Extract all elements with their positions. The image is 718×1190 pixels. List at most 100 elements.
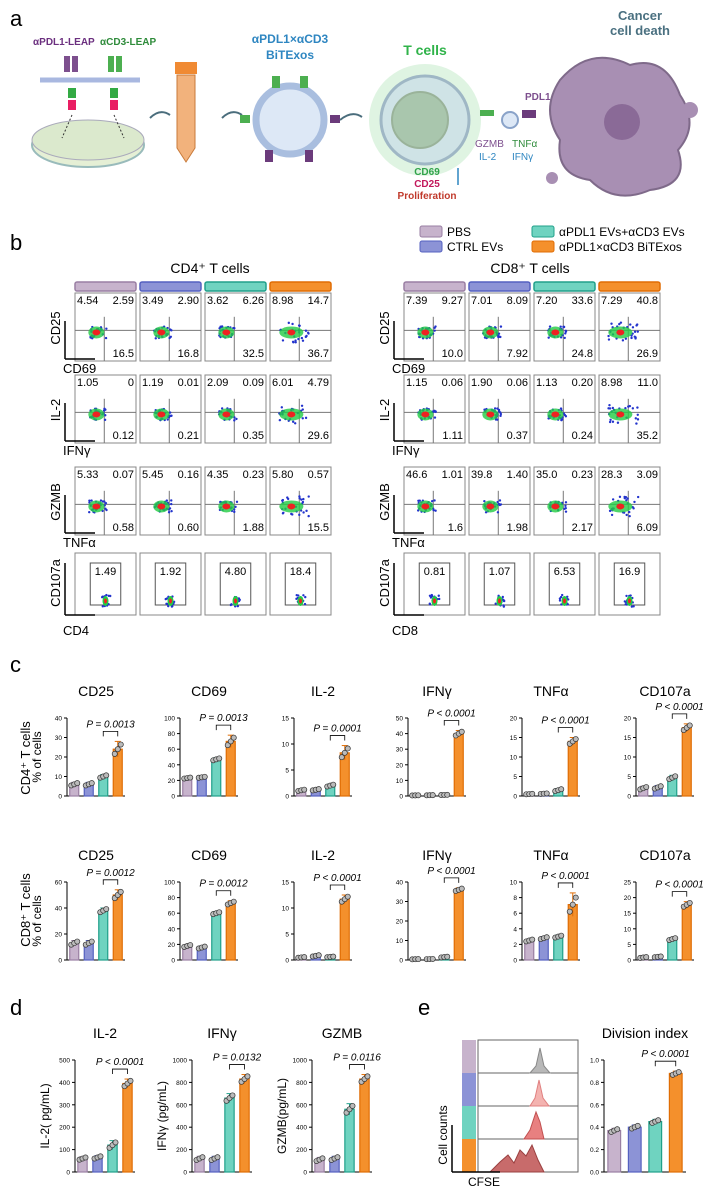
bar-3 <box>681 904 692 961</box>
cd4-flow-header-0 <box>74 281 137 292</box>
cytokine-gzmb: GZMB <box>475 139 504 150</box>
data-point <box>112 1139 119 1146</box>
cd8-flow-event <box>624 495 628 499</box>
significance-bracket <box>229 1064 245 1070</box>
cd8-flow-event <box>611 420 615 423</box>
chart-title: CD107a <box>639 683 691 699</box>
cd8-flow-event <box>433 499 436 502</box>
cd4-flow-quadrant-lr: 15.5 <box>308 522 329 534</box>
cd8-flow-event <box>635 422 638 425</box>
cd4-flow-event <box>103 418 107 422</box>
bar-3 <box>567 740 578 797</box>
cd4-flow-event <box>235 417 238 421</box>
cd4-flow-quadrant-lr: 29.6 <box>308 430 329 442</box>
cd4-flow-event <box>298 513 301 517</box>
y-tick-label: 5 <box>285 768 289 775</box>
y-tick-label: 20 <box>396 919 404 926</box>
cd8-flow-quadrant-ul: 7.29 <box>601 295 622 307</box>
cd8-flow-event <box>483 499 486 503</box>
bar-2 <box>344 1108 355 1173</box>
bar-1 <box>627 1126 642 1173</box>
cd8-flow-cd107a-event <box>428 603 432 606</box>
legend-label-bitex: αPDL1×αCD3 BiTExos <box>559 240 682 254</box>
y-tick-label: 0.0 <box>590 1170 599 1177</box>
y-tick-label: 30 <box>396 899 404 906</box>
cd8-flow-event <box>564 506 567 510</box>
row-label-cd8: CD8⁺ T cells <box>18 873 33 947</box>
cd8-flow-density-core <box>551 411 560 418</box>
p-value: P < 0.0001 <box>655 702 703 713</box>
data-point <box>686 899 693 906</box>
cd4-flow-quadrant-ul: 4.35 <box>207 469 228 481</box>
cd8-flow-title: CD8⁺ T cells <box>490 260 569 276</box>
p-value: P < 0.0001 <box>541 716 589 727</box>
legend-swatch-pbs <box>419 225 443 238</box>
chart-title: CD25 <box>78 847 114 863</box>
data-point <box>82 1154 89 1161</box>
cd4-flow-plot <box>139 374 202 444</box>
cd4-flow-event <box>233 419 236 422</box>
data-point <box>74 780 81 787</box>
cd4-flow-cd107a-event <box>101 605 104 608</box>
data-point <box>655 1117 662 1124</box>
cd4-flow-event <box>297 337 300 341</box>
cd8-flow-quadrant-ur: 0.06 <box>442 377 463 389</box>
bar-chart-10: TNFα 0 2 4 6 8 10 P < 0.0001 <box>510 847 590 965</box>
cd4-flow-quadrant-ur: 6.26 <box>243 295 264 307</box>
y-tick-label: 20 <box>55 755 63 762</box>
y-tick-label: 80 <box>168 731 176 738</box>
significance-bracket <box>557 727 574 733</box>
data-point <box>672 773 679 780</box>
chart-title: IL-2 <box>311 847 335 863</box>
p-value: P < 0.0001 <box>96 1057 144 1068</box>
cd8-flow-cd107a-event <box>502 604 505 607</box>
y-tick-label: 0 <box>627 794 631 801</box>
cd8-flow-quadrant-lr: 1.6 <box>448 522 463 534</box>
data-point <box>364 1073 371 1080</box>
cd8-flow-event <box>627 405 630 408</box>
y-axis-label: % of cells <box>30 731 44 782</box>
death-title-2: cell death <box>610 23 670 38</box>
y-tick-label: 25 <box>624 880 632 887</box>
data-point <box>634 1122 641 1129</box>
cd8-flow-event <box>608 420 612 424</box>
bar-2 <box>211 758 222 797</box>
cd4-flow-xlabel: CD69 <box>63 361 96 376</box>
data-point <box>349 1102 356 1109</box>
cd8-flow-quadrant-ul: 35.0 <box>536 469 557 481</box>
y-tick-label: 60 <box>168 747 176 754</box>
cd4-flow-cd107a-core <box>234 598 237 604</box>
cd8-flow-quadrant-ul: 8.98 <box>601 377 622 389</box>
cd8-flow-quadrant-ur: 11.0 <box>637 377 658 389</box>
cd4-flow-event <box>300 404 304 407</box>
legend: PBS CTRL EVs αPDL1 EVs+αCD3 EVs αPDL1×αC… <box>419 225 685 254</box>
data-point <box>244 1073 251 1080</box>
cd8-flow-density-core <box>616 503 625 510</box>
bar-chart-7: CD69 0 20 40 60 80 100 P = 0.0012 <box>164 847 248 965</box>
p-value: P < 0.0001 <box>427 866 475 877</box>
cd8-flow-density-core <box>616 329 625 336</box>
y-tick-label: 5 <box>513 774 517 781</box>
cd4-flow-cd107a-event <box>303 602 307 606</box>
cd4-flow-event <box>304 416 308 420</box>
y-tick-label: 0.6 <box>590 1102 599 1109</box>
y-tick-label: 20 <box>168 942 176 949</box>
bar-0 <box>607 1129 622 1173</box>
y-tick-label: 0.4 <box>590 1125 599 1132</box>
cd8-flow-cd107a-event <box>428 594 432 597</box>
legend-label-pbs: PBS <box>447 225 471 239</box>
cd8-flow-event <box>496 500 499 504</box>
chart-title: CD69 <box>191 683 227 699</box>
cd8-flow-cd107a-event <box>558 599 562 602</box>
bar-chart-4: TNFα 0 5 10 15 20 P < 0.0001 <box>510 683 590 801</box>
y-tick-label: 40 <box>55 716 63 723</box>
cd8-flow-event <box>621 339 625 342</box>
significance-bracket <box>329 884 346 890</box>
data-point <box>330 781 337 788</box>
cd8-flow-cd107a-event <box>437 594 440 597</box>
y-tick-label: 600 <box>296 1102 307 1109</box>
cd8-flow-event <box>625 513 628 517</box>
y-tick-label: 10 <box>624 755 632 762</box>
cd8-flow-event <box>434 325 437 328</box>
data-point <box>429 792 436 799</box>
